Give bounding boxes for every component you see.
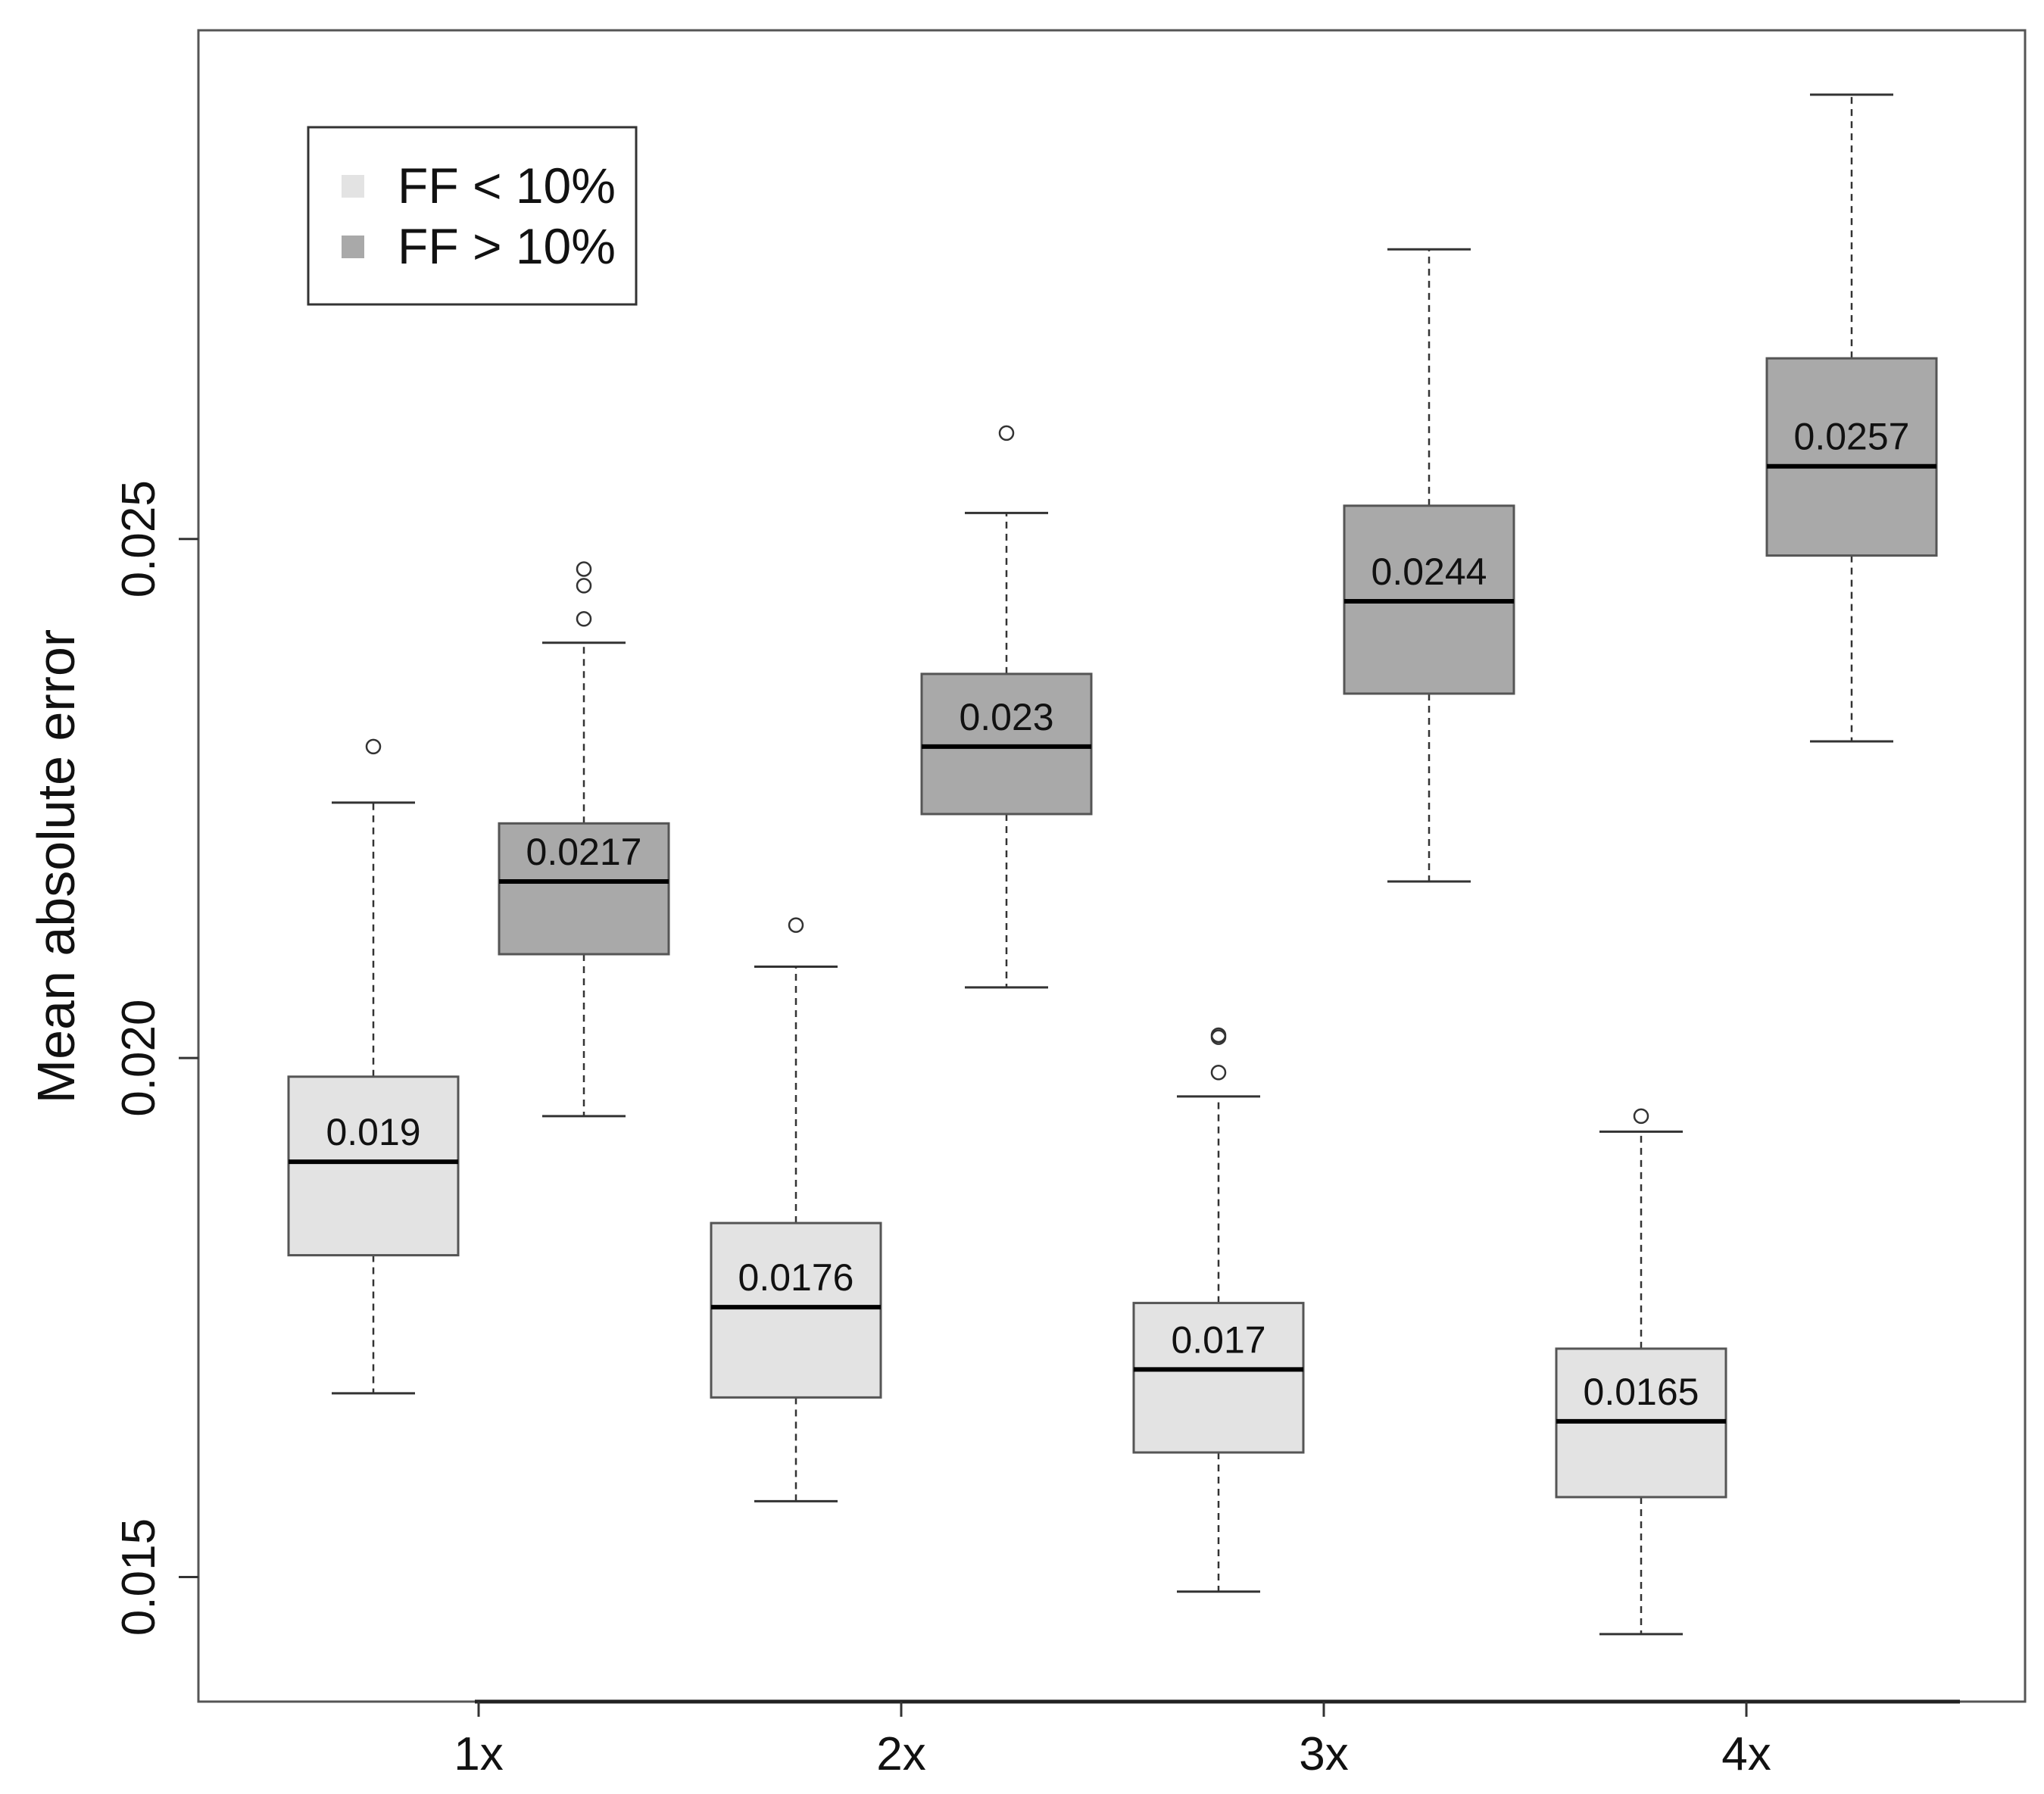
box-group: 0.019 bbox=[287, 738, 460, 1395]
box-group: 0.0176 bbox=[710, 917, 882, 1502]
box-group: 0.023 bbox=[920, 425, 1093, 989]
median-label: 0.0244 bbox=[1372, 551, 1487, 593]
box-iqr bbox=[498, 822, 670, 956]
median-label: 0.019 bbox=[326, 1111, 420, 1153]
legend: FF < 10% FF > 10% bbox=[307, 126, 638, 306]
box-iqr bbox=[1765, 357, 1938, 557]
box-iqr bbox=[710, 1221, 882, 1399]
box-iqr bbox=[1132, 1302, 1305, 1454]
legend-frame bbox=[307, 126, 638, 306]
x-tick-label: 2x bbox=[876, 1728, 925, 1780]
median-label: 0.0257 bbox=[1794, 416, 1910, 458]
outlier-point bbox=[998, 425, 1015, 441]
x-tick-label: 3x bbox=[1299, 1728, 1348, 1780]
legend-label-high: FF > 10% bbox=[398, 218, 616, 274]
x-tick-label: 1x bbox=[454, 1728, 503, 1780]
box-group: 0.0244 bbox=[1343, 248, 1515, 883]
median-label: 0.0165 bbox=[1584, 1371, 1699, 1413]
outlier-point bbox=[1210, 1027, 1227, 1044]
outlier-point bbox=[1210, 1065, 1227, 1081]
y-axis-title: Mean absolute error bbox=[27, 629, 86, 1103]
box-group: 0.0257 bbox=[1765, 93, 1938, 743]
outlier-point bbox=[365, 738, 382, 755]
outlier-point bbox=[576, 561, 592, 577]
legend-swatch-high bbox=[342, 236, 364, 258]
y-tick-label: 0.025 bbox=[113, 480, 165, 597]
median-label: 0.0176 bbox=[738, 1256, 854, 1299]
x-axis-labels: 1x 2x 3x 4x bbox=[454, 1702, 1771, 1780]
outlier-point bbox=[788, 917, 804, 933]
boxplot-boxes: 0.019 0.0176 0.017 0.0165 0.0217 0.023 0.0244 0… bbox=[287, 93, 1938, 1636]
outlier-point bbox=[576, 578, 592, 594]
median-label: 0.023 bbox=[959, 696, 1053, 738]
box-iqr bbox=[920, 672, 1093, 816]
box-group: 0.0217 bbox=[498, 561, 670, 1118]
median-label: 0.017 bbox=[1171, 1318, 1265, 1361]
y-tick-label: 0.020 bbox=[113, 1000, 165, 1117]
box-group: 0.0165 bbox=[1555, 1108, 1727, 1636]
outlier-point bbox=[576, 610, 592, 627]
box-group: 0.017 bbox=[1132, 1027, 1305, 1593]
legend-swatch-low bbox=[342, 175, 364, 198]
median-label: 0.0217 bbox=[526, 831, 642, 873]
x-tick-label: 4x bbox=[1721, 1728, 1771, 1780]
y-tick-label: 0.015 bbox=[113, 1518, 165, 1636]
legend-label-low: FF < 10% bbox=[398, 158, 616, 214]
box-iqr bbox=[287, 1075, 460, 1257]
outlier-point bbox=[1633, 1108, 1649, 1125]
y-axis-ticks: 0.015 0.020 0.025 bbox=[113, 480, 198, 1636]
